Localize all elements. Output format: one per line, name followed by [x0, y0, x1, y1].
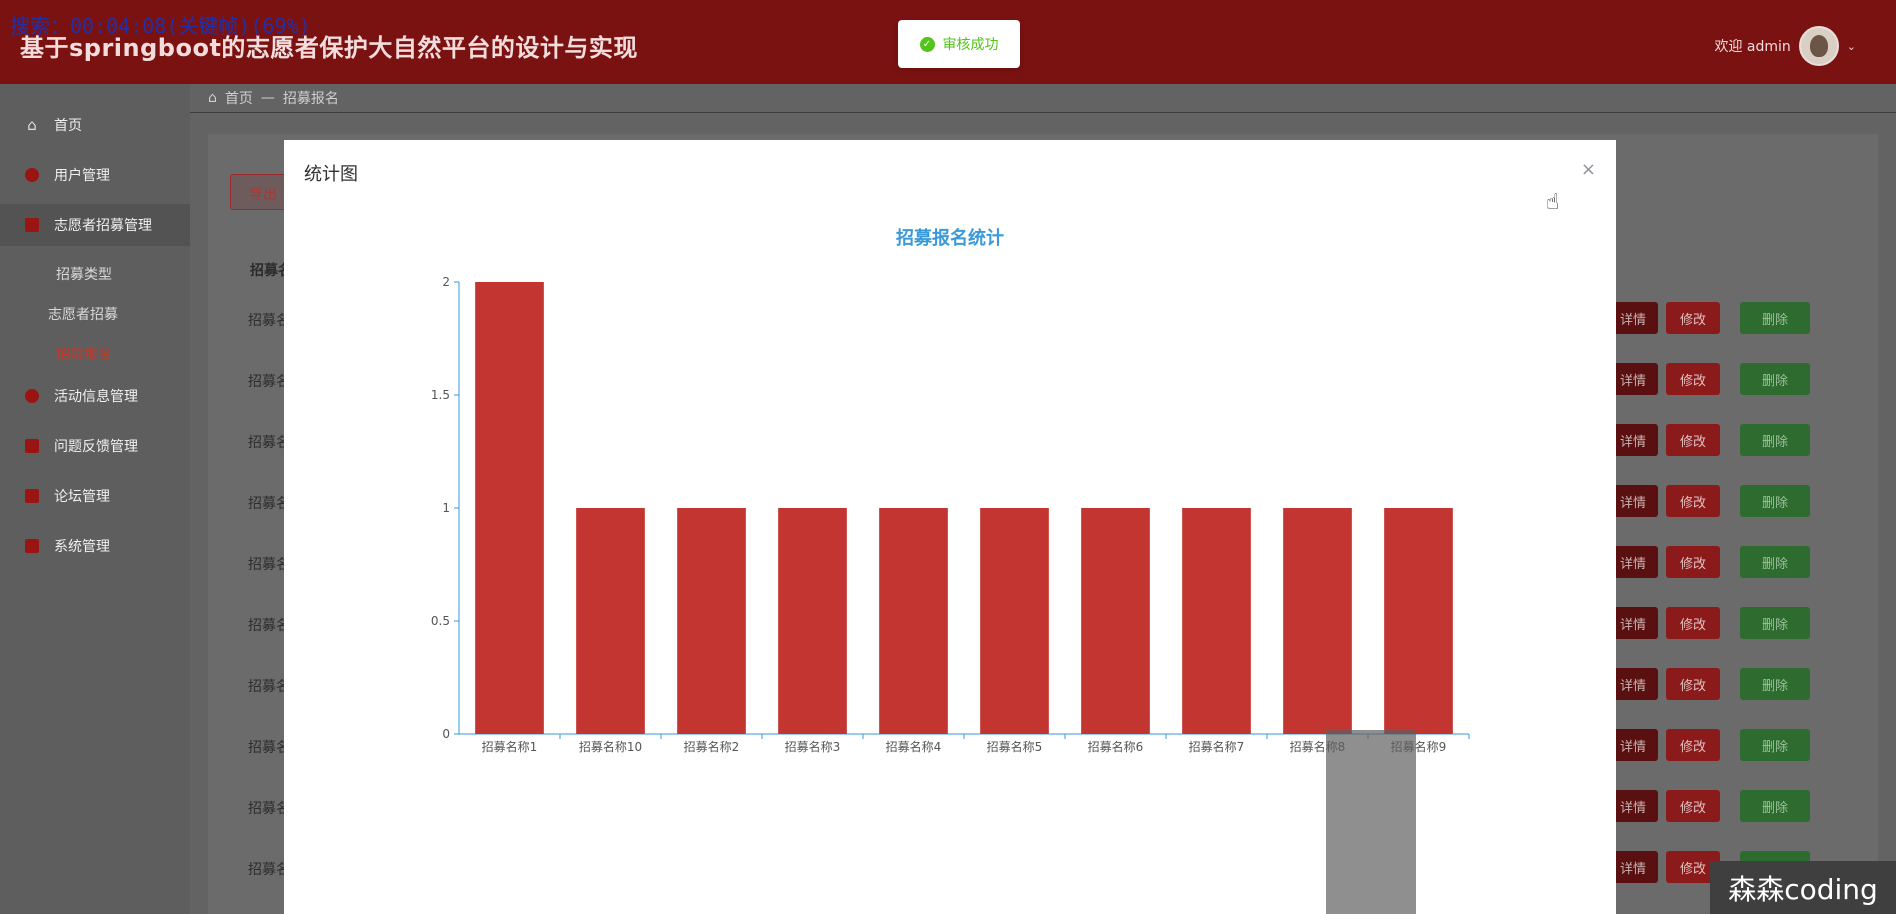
breadcrumb: ⌂ 首页 — 招募报名 — [208, 88, 339, 108]
x-tick-label: 招募名称1 — [482, 739, 538, 754]
user-menu[interactable]: 欢迎 admin ⌄ — [1714, 26, 1856, 66]
y-tick-label: 1.5 — [431, 388, 450, 402]
home-icon: ⌂ — [24, 117, 40, 133]
bar — [1384, 508, 1453, 734]
settings-icon — [24, 538, 40, 554]
volunteer-icon — [24, 217, 40, 233]
sidebar-item-label: 问题反馈管理 — [54, 436, 138, 456]
breadcrumb-separator: — — [261, 90, 275, 106]
edit-button[interactable]: 修改 — [1666, 668, 1720, 700]
sidebar-item-label: 活动信息管理 — [54, 386, 138, 406]
activity-icon — [24, 388, 40, 404]
user-icon — [24, 167, 40, 183]
sidebar-subitem-recruit-type[interactable]: 招募类型 — [56, 264, 112, 284]
edit-button[interactable]: 修改 — [1666, 424, 1720, 456]
video-search-overlay: 搜索：00:04:08(关键帧)(69%) — [10, 10, 311, 39]
bar — [778, 508, 847, 734]
chevron-down-icon[interactable]: ⌄ — [1847, 40, 1856, 53]
edit-button[interactable]: 修改 — [1666, 729, 1720, 761]
bar-chart: 0 0.5 1 1.5 2 招募名称1 招募名称10 招募名称2 招募名称3 招募名称4 招募名称5… — [284, 140, 1616, 914]
edit-button[interactable]: 修改 — [1666, 485, 1720, 517]
sidebar-item-label: 论坛管理 — [54, 486, 110, 506]
hand-pointer-icon: ☝ — [1546, 190, 1559, 215]
y-tick-label: 2 — [442, 275, 450, 289]
delete-button[interactable]: 删除 — [1740, 546, 1810, 578]
bar — [1283, 508, 1352, 734]
breadcrumb-divider — [190, 112, 1896, 113]
sidebar-item-feedback[interactable]: 问题反馈管理 — [0, 425, 190, 467]
sidebar-subitem-volunteer-recruit[interactable]: 志愿者招募 — [48, 304, 118, 324]
sidebar-item-activity[interactable]: 活动信息管理 — [0, 375, 190, 417]
x-tick-label: 招募名称4 — [886, 739, 942, 754]
delete-button[interactable]: 删除 — [1740, 668, 1810, 700]
bar — [879, 508, 948, 734]
x-tick-label: 招募名称5 — [987, 739, 1043, 754]
sidebar-item-volunteer-recruit[interactable]: 志愿者招募管理 — [0, 204, 190, 246]
x-tick-label: 招募名称10 — [579, 739, 642, 754]
avatar-icon[interactable] — [1799, 26, 1839, 66]
edit-button[interactable]: 修改 — [1666, 363, 1720, 395]
x-tick-label: 招募名称2 — [684, 739, 740, 754]
bar — [475, 282, 544, 734]
sidebar-item-label: 首页 — [54, 115, 82, 135]
sidebar-item-home[interactable]: ⌂ 首页 — [0, 104, 190, 146]
sidebar-item-forum[interactable]: 论坛管理 — [0, 475, 190, 517]
success-toast: ✓ 审核成功 — [898, 20, 1020, 68]
dimmed-edge — [1326, 730, 1416, 914]
delete-button[interactable]: 删除 — [1740, 790, 1810, 822]
sidebar: ⌂ 首页 用户管理 志愿者招募管理 招募类型 志愿者招募 招募报名 活动信息管理… — [0, 84, 190, 914]
sidebar-subitem-recruit-signup[interactable]: 招募报名 — [56, 344, 112, 364]
x-tick-label: 招募名称7 — [1189, 739, 1245, 754]
edit-button[interactable]: 修改 — [1666, 607, 1720, 639]
toast-message: 审核成功 — [943, 34, 999, 54]
delete-button[interactable]: 删除 — [1740, 485, 1810, 517]
bar — [1081, 508, 1150, 734]
delete-button[interactable]: 删除 — [1740, 607, 1810, 639]
sidebar-item-label: 系统管理 — [54, 536, 110, 556]
delete-button[interactable]: 删除 — [1740, 424, 1810, 456]
watermark: 森森coding — [1710, 861, 1896, 914]
sidebar-item-label: 用户管理 — [54, 165, 110, 185]
home-icon: ⌂ — [208, 90, 217, 106]
x-tick-label: 招募名称6 — [1088, 739, 1144, 754]
bar — [677, 508, 746, 734]
y-tick-label: 1 — [442, 501, 450, 515]
forum-icon — [24, 488, 40, 504]
sidebar-item-label: 志愿者招募管理 — [54, 215, 152, 235]
delete-button[interactable]: 删除 — [1740, 363, 1810, 395]
check-circle-icon: ✓ — [920, 37, 935, 52]
delete-button[interactable]: 删除 — [1740, 729, 1810, 761]
edit-button[interactable]: 修改 — [1666, 302, 1720, 334]
delete-button[interactable]: 删除 — [1740, 302, 1810, 334]
y-tick-label: 0 — [442, 727, 450, 741]
bar — [980, 508, 1049, 734]
sidebar-item-system[interactable]: 系统管理 — [0, 525, 190, 567]
edit-button[interactable]: 修改 — [1666, 790, 1720, 822]
y-tick-label: 0.5 — [431, 614, 450, 628]
welcome-text: 欢迎 admin — [1714, 36, 1790, 56]
bar — [576, 508, 645, 734]
x-tick-label: 招募名称3 — [785, 739, 841, 754]
edit-button[interactable]: 修改 — [1666, 546, 1720, 578]
breadcrumb-current: 招募报名 — [283, 88, 339, 108]
bar — [1182, 508, 1251, 734]
sidebar-item-users[interactable]: 用户管理 — [0, 154, 190, 196]
breadcrumb-home[interactable]: 首页 — [225, 88, 253, 108]
statistics-dialog: 统计图 × 招募报名统计 0 0.5 1 1.5 2 招募名称1 招募名称10 招募名称2 招募… — [284, 140, 1616, 914]
feedback-icon — [24, 438, 40, 454]
